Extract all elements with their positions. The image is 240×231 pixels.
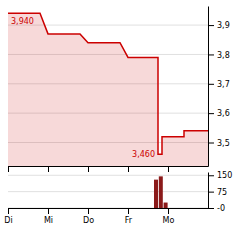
tick-mark [48,208,49,214]
tick: 3,5 [208,139,230,148]
bar [154,180,158,208]
tick: Mi [44,208,53,225]
axis-domain [208,7,209,167]
bar [164,203,168,208]
tick-mark [208,25,214,26]
panel: -0 75 150 Di Mi Do Fr Mo [4,171,232,224]
tick [168,166,169,172]
bar [159,176,163,208]
grid-line [8,191,208,192]
panel: 3,5 3,6 3,7 3,8 3,9 3,940 3,460 [8,7,230,173]
tick [88,166,89,172]
tick-mark [48,166,49,172]
tick-mark [88,208,89,214]
tick: 3,6 [208,109,230,118]
tick: 3,7 [208,80,230,89]
line [8,13,208,154]
tick-label: 3,7 [217,80,230,89]
tick-label: 3,5 [217,139,230,148]
tick-label: Fr [125,216,133,225]
chart: 3,5 3,6 3,7 3,8 3,9 3,940 3,460 -0 75 150 Di Mi Do Fr… [0,0,240,231]
area [8,13,208,166]
annotation: 3,460 [132,150,155,159]
tick-mark [8,166,9,172]
axis-domain [9,208,209,209]
x-axis [9,166,209,172]
tick-mark [208,84,214,85]
tick-mark [208,113,214,114]
tick-mark [8,208,9,214]
tick: 3,8 [208,51,230,60]
grid-line [8,175,208,176]
y-axis: 3,5 3,6 3,7 3,8 3,9 [208,7,230,167]
marks [8,13,208,166]
tick-label: 3,8 [217,51,230,60]
tick: -0 [208,204,225,213]
tick-label: Mo [163,216,175,225]
tick: 3,9 [208,21,230,30]
tick-mark [128,166,129,172]
tick: 150 [208,171,232,180]
tick-mark [208,208,214,209]
tick: Fr [125,208,133,225]
tick [8,166,9,172]
y-axis: -0 75 150 [208,171,232,213]
axis-domain [208,173,209,209]
grid [8,175,208,208]
tick-mark [208,192,214,193]
tick-label: -0 [217,204,225,213]
axis-domain [9,166,209,167]
tick-label: Mi [44,216,53,225]
tick-label: Do [83,216,94,225]
x-axis: Di Mi Do Fr Mo [4,208,208,225]
tick [48,166,49,172]
tick-mark [208,54,214,55]
tick: Do [83,208,94,225]
annotation: 3,940 [11,17,34,26]
tick-mark [168,166,169,172]
tick-label: 150 [217,171,232,180]
tick: Di [4,208,12,225]
tick-label: 75 [217,188,227,197]
tick-mark [208,143,214,144]
marks [154,176,168,208]
tick [128,166,129,172]
tick-mark [88,166,89,172]
tick-mark [128,208,129,214]
tick-label: 3,6 [217,109,230,118]
tick-mark [168,208,169,214]
tick: Mo [163,208,175,225]
tick: 75 [208,188,227,197]
tick-mark [208,175,214,176]
tick-label: Di [4,216,12,225]
grid-line [8,208,208,209]
tick-label: 3,9 [217,21,230,30]
